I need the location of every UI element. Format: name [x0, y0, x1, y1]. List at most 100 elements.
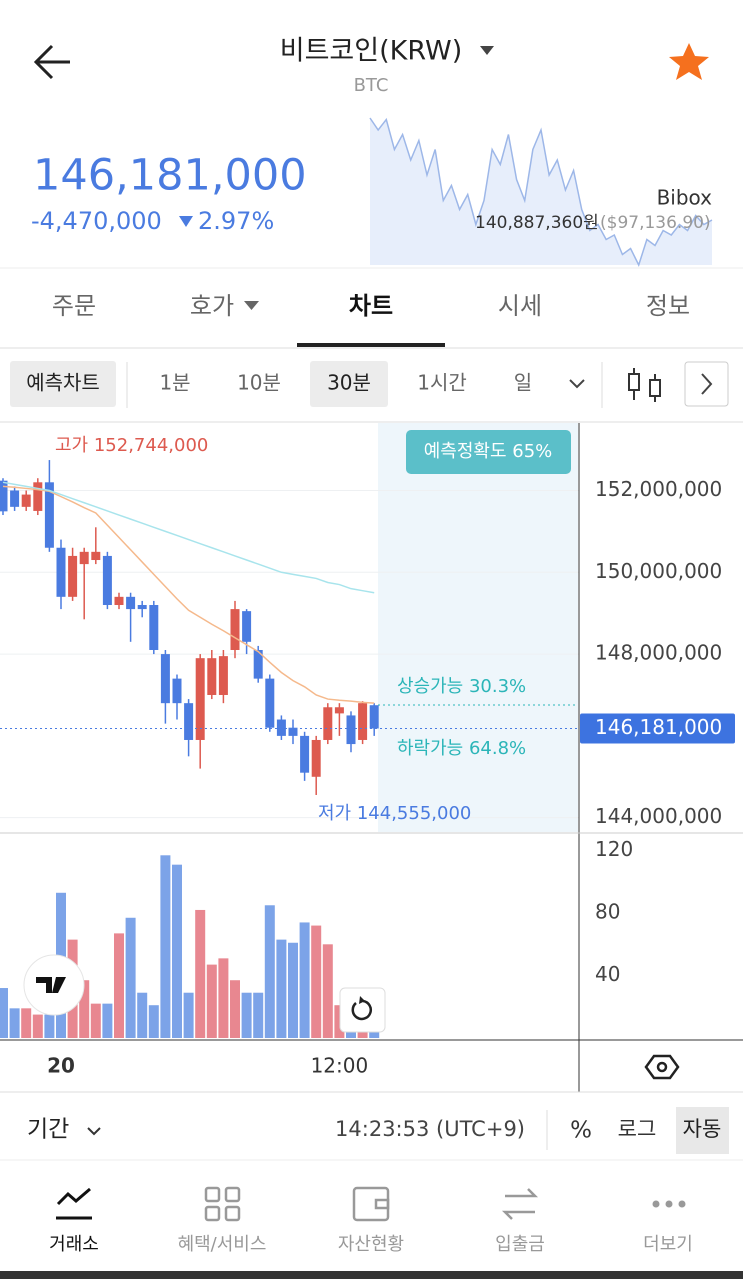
tab[interactable]: 시세 [498, 292, 542, 320]
nav-label[interactable]: 자산현황 [338, 1234, 404, 1255]
nav-label[interactable]: 혜택/서비스 [178, 1234, 267, 1255]
nav-label[interactable]: 입출금 [495, 1234, 545, 1255]
volume-bar [90, 1003, 101, 1038]
interval[interactable]: 예측차트 [26, 371, 100, 395]
candle-body [160, 654, 170, 704]
candle-body [288, 727, 298, 736]
x-tick-label: 12:00 [311, 1054, 369, 1078]
volume-bar [9, 1008, 20, 1038]
candle-body [137, 605, 147, 610]
back-button[interactable] [33, 44, 70, 80]
y-tick-label: 148,000,000 [595, 641, 722, 665]
down-arrow [179, 216, 193, 227]
selected-interval-bg [310, 361, 388, 407]
favorite-star[interactable] [669, 43, 709, 80]
candle-body [10, 490, 20, 507]
candle-body [265, 678, 275, 728]
price: 146,181,000 [33, 151, 307, 201]
volume-bar [0, 988, 8, 1038]
volume-bar [276, 939, 287, 1038]
candle-body [126, 596, 136, 610]
candle-body [172, 678, 182, 704]
interval[interactable]: 10분 [237, 371, 281, 395]
reset-button[interactable] [339, 987, 386, 1033]
candle-body [184, 703, 194, 740]
volume-bar [195, 909, 206, 1038]
title-dropdown[interactable] [480, 46, 494, 55]
candle-body [0, 480, 8, 512]
candle-body [102, 555, 112, 606]
nav-label[interactable]: 거래소 [49, 1234, 99, 1255]
period-chevron [87, 1127, 101, 1136]
volume-bar [241, 992, 252, 1038]
nav-label[interactable]: 더보기 [643, 1234, 693, 1255]
candle-body [242, 611, 252, 642]
volume-bar [44, 1014, 55, 1038]
last-price-box [580, 713, 735, 744]
candle-body [346, 715, 356, 745]
volume-bar [206, 964, 217, 1038]
candle-body [276, 719, 286, 736]
high-label: 고가 152,744,000 [55, 435, 208, 456]
candle-body [323, 707, 333, 740]
volume-bar [160, 855, 171, 1038]
exchange-usd: ($97,136.90) [600, 213, 711, 233]
candle-body [334, 707, 344, 714]
chart-type-icon[interactable] [628, 368, 661, 402]
moving-average [2, 485, 375, 704]
tradingview-logo[interactable] [23, 954, 85, 1016]
volume-bar [334, 1005, 345, 1038]
candle-body [369, 705, 379, 729]
accuracy: 예측정확도 65% [424, 441, 553, 462]
candle-body [207, 658, 217, 695]
volume-bar [172, 864, 182, 1038]
prediction-area [378, 423, 578, 832]
tab[interactable]: 호가 [190, 292, 234, 320]
candle-body [300, 735, 310, 773]
more-intervals[interactable] [569, 379, 585, 389]
tab[interactable]: 정보 [646, 292, 690, 320]
moving-average [2, 481, 375, 594]
accuracy-badge [406, 430, 571, 474]
volume-bar [264, 905, 275, 1038]
scroll-button[interactable] [684, 361, 729, 407]
volume-bar [79, 980, 90, 1038]
chevron [701, 373, 713, 395]
y-tick-label: 144,000,000 [595, 804, 722, 828]
volume-bar [253, 992, 264, 1038]
down-prob: 하락가능 64.8% [397, 738, 526, 759]
tab[interactable]: 주문 [52, 292, 96, 320]
period[interactable]: 기간 [27, 1117, 69, 1143]
volume-bar [322, 944, 333, 1038]
exchange-price: 140,887,360원 [475, 213, 599, 233]
volume-tick-label: 120 [595, 837, 633, 861]
interval[interactable]: 30분 [327, 371, 371, 395]
title: 비트코인(KRW) [280, 36, 463, 67]
interval[interactable]: 일 [514, 371, 532, 395]
candle-body [44, 482, 54, 548]
auto-toggle[interactable]: 자동 [683, 1117, 722, 1141]
nav-icon [652, 1200, 686, 1208]
candle-body [195, 658, 205, 740]
candle-body [21, 494, 31, 507]
home-bar [0, 1271, 743, 1279]
change-pct: 2.97% [198, 207, 274, 235]
volume-bar [32, 1014, 43, 1038]
interval[interactable]: 1분 [159, 371, 190, 395]
log-toggle[interactable]: 로그 [618, 1117, 657, 1141]
up-prob: 상승가능 30.3% [397, 676, 526, 697]
clock: 14:23:53 (UTC+9) [335, 1117, 525, 1141]
pct-toggle[interactable]: % [570, 1118, 592, 1144]
settings-icon[interactable] [644, 1054, 680, 1080]
nav-icon [56, 1187, 92, 1220]
interval[interactable]: 1시간 [417, 371, 467, 395]
candle-body [218, 656, 228, 695]
tab-dropdown [244, 301, 259, 310]
volume-bar [137, 992, 148, 1038]
nav-icon [352, 1186, 390, 1222]
subtitle: BTC [354, 75, 389, 96]
candle-body [311, 739, 321, 777]
tab[interactable]: 차트 [349, 292, 393, 320]
predict-button-bg [10, 361, 116, 407]
nav-icon [204, 1186, 241, 1222]
